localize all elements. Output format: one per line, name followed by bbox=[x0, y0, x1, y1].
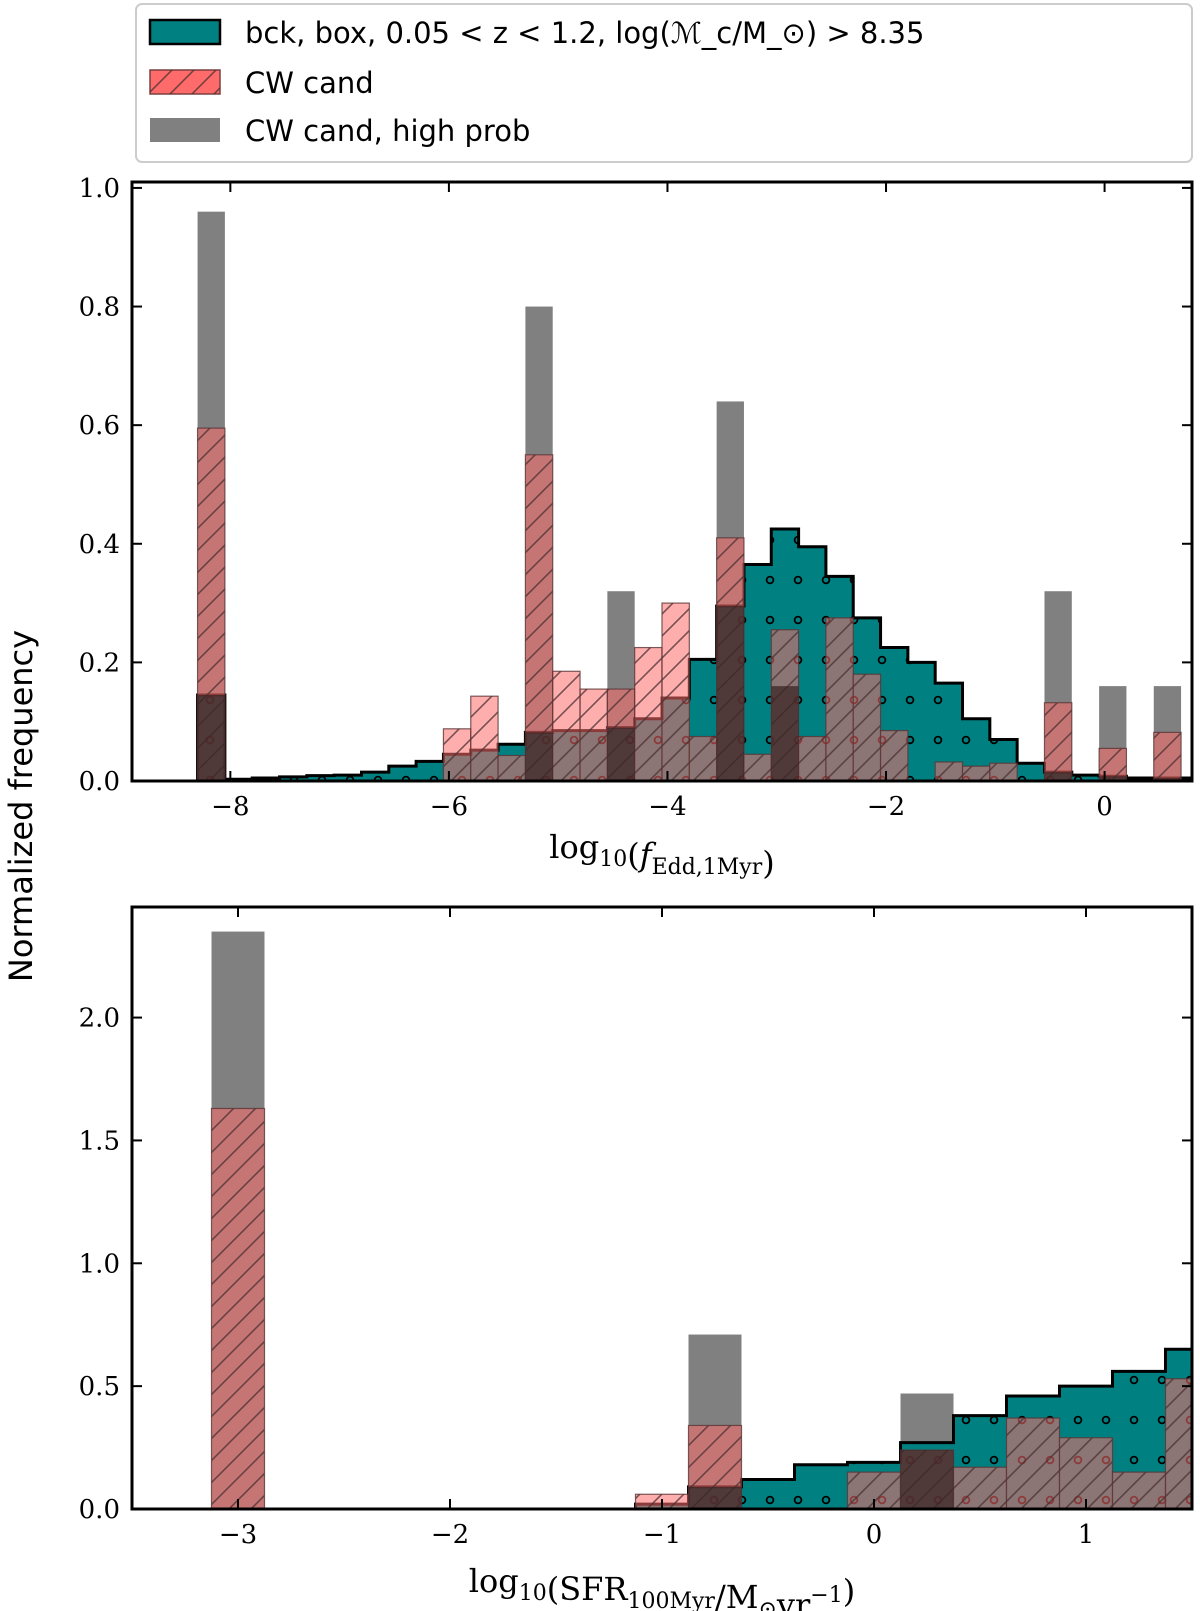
y-tick-label: 0.4 bbox=[79, 530, 120, 560]
x-tick-label: −3 bbox=[219, 1520, 257, 1550]
legend-label-cw: CW cand bbox=[245, 66, 374, 100]
histogram-bck-outline bbox=[196, 527, 1192, 781]
top-panel: −8 −6 −4 −2 0 0.0 0.2 0.4 0.6 0.8 1.0 log10(fEdd,1M… bbox=[79, 174, 1194, 882]
bar-overlap bbox=[900, 1450, 954, 1509]
bar-cw-hatch bbox=[1059, 1437, 1113, 1509]
bar-overlap bbox=[1099, 776, 1127, 781]
bar-cw-edge bbox=[210, 1107, 266, 1509]
bar-overlap bbox=[607, 727, 635, 781]
bar-cw-hatch bbox=[798, 736, 826, 781]
y-tick-label: 0.0 bbox=[79, 1495, 120, 1525]
legend-entry-high: CW cand, high prob bbox=[150, 114, 530, 148]
x-tick-label: 0 bbox=[866, 1520, 883, 1550]
axes-frame bbox=[130, 180, 1194, 783]
bar-cw-hatch bbox=[825, 617, 854, 781]
bar-cw-hatch bbox=[470, 696, 499, 781]
legend-entry-bck: bck, box, 0.05 < z < 1.2, log(ℳ_c/M_⊙) >… bbox=[148, 16, 924, 50]
legend: bck, box, 0.05 < z < 1.2, log(ℳ_c/M_⊙) >… bbox=[135, 3, 1193, 163]
bar-cw-hatch bbox=[1153, 732, 1182, 781]
y-tick-label: 1.0 bbox=[79, 1249, 120, 1279]
legend-swatch-cw-hatch bbox=[150, 70, 220, 94]
x-tick-label: −8 bbox=[211, 792, 249, 822]
x-tick-label: −6 bbox=[430, 792, 468, 822]
y-tick-label: 0.5 bbox=[79, 1372, 120, 1402]
x-tick-label: 0 bbox=[1096, 792, 1113, 822]
histogram-bck-dots bbox=[197, 528, 1192, 781]
bottom-panel: −3 −2 −1 0 1 0.0 0.5 1.0 1.5 2.0 log10(SFR100Myr/M… bbox=[79, 905, 1194, 1611]
bar-cw-hatch bbox=[689, 736, 717, 781]
bar-cw-edge bbox=[687, 1424, 743, 1509]
y-tick-label: 1.0 bbox=[79, 174, 120, 204]
x-tick-label: −4 bbox=[648, 792, 686, 822]
bar-cw-edge bbox=[196, 427, 226, 781]
x-tick-label: 1 bbox=[1078, 1520, 1095, 1550]
bar-cw-hatch bbox=[880, 730, 908, 781]
bar-cw-hatch bbox=[989, 763, 1018, 781]
bar-overlap bbox=[525, 732, 553, 781]
legend-entry-cw: CW cand bbox=[149, 66, 374, 100]
bar-cw-hatch bbox=[443, 728, 471, 781]
bar-cw-hatch bbox=[853, 674, 881, 781]
bar-overlap bbox=[771, 686, 799, 781]
y-tick-label: 0.2 bbox=[79, 648, 120, 678]
bar-cw-edge bbox=[1164, 1378, 1192, 1509]
x-tick-label: −2 bbox=[867, 792, 905, 822]
bar-cw-edge bbox=[879, 729, 909, 781]
legend-swatch-bck bbox=[148, 18, 222, 46]
bar-cw-hatch bbox=[580, 689, 608, 781]
x-axis-title: log10(fEdd,1Myr) bbox=[549, 828, 774, 882]
bar-overlap bbox=[1044, 772, 1072, 781]
x-tick-label: −2 bbox=[431, 1520, 469, 1550]
bar-cw-hatch bbox=[962, 766, 990, 781]
bar-cw-edge bbox=[661, 602, 690, 781]
bar-cw-edge bbox=[524, 454, 554, 781]
plot-area bbox=[210, 931, 1192, 1509]
x-tick-label: −1 bbox=[643, 1520, 681, 1550]
plot-area bbox=[196, 211, 1192, 781]
legend-swatch-high bbox=[150, 118, 220, 142]
legend-frame bbox=[135, 3, 1193, 163]
x-axis-title: log10(SFR100Myr/M⊙yr−1) bbox=[469, 1562, 855, 1611]
bar-cw-hatch bbox=[498, 755, 526, 781]
bar-cw-hatch bbox=[634, 647, 662, 781]
bar-cw-hatch bbox=[1044, 702, 1072, 781]
y-axis-label: Normalized frequency bbox=[2, 630, 40, 982]
bar-cw-hatch bbox=[1112, 1472, 1166, 1509]
bar-cw-hatch bbox=[662, 603, 690, 781]
bar-overlap bbox=[197, 695, 225, 781]
bar-overlap bbox=[716, 606, 744, 781]
bar-cw-edge bbox=[470, 695, 499, 781]
bar-cw-hatch bbox=[743, 754, 772, 781]
bar-cw-hatch bbox=[953, 1467, 1007, 1509]
bar-cw-hatch bbox=[525, 454, 553, 781]
bar-cw-hatch bbox=[1165, 1378, 1192, 1509]
bar-cw-hatch bbox=[1006, 1418, 1060, 1509]
y-tick-label: 0.6 bbox=[79, 411, 120, 441]
y-tick-label: 2.0 bbox=[79, 1004, 120, 1034]
bar-cw-edge bbox=[989, 762, 1018, 781]
y-tick-label: 0.0 bbox=[79, 767, 120, 797]
bar-cw-hatch bbox=[211, 1108, 265, 1509]
bar-overlap bbox=[688, 1486, 742, 1509]
legend-label-high: CW cand, high prob bbox=[245, 114, 530, 148]
bar-cw-hatch bbox=[1099, 748, 1127, 781]
bar-cw-hatch bbox=[552, 671, 581, 781]
legend-label-bck: bck, box, 0.05 < z < 1.2, log(ℳ_c/M_⊙) >… bbox=[245, 16, 924, 50]
y-tick-label: 0.8 bbox=[79, 293, 120, 323]
y-tick-label: 1.5 bbox=[79, 1126, 120, 1156]
bar-cw-edge bbox=[1153, 731, 1182, 781]
bar-cw-hatch bbox=[935, 762, 963, 781]
